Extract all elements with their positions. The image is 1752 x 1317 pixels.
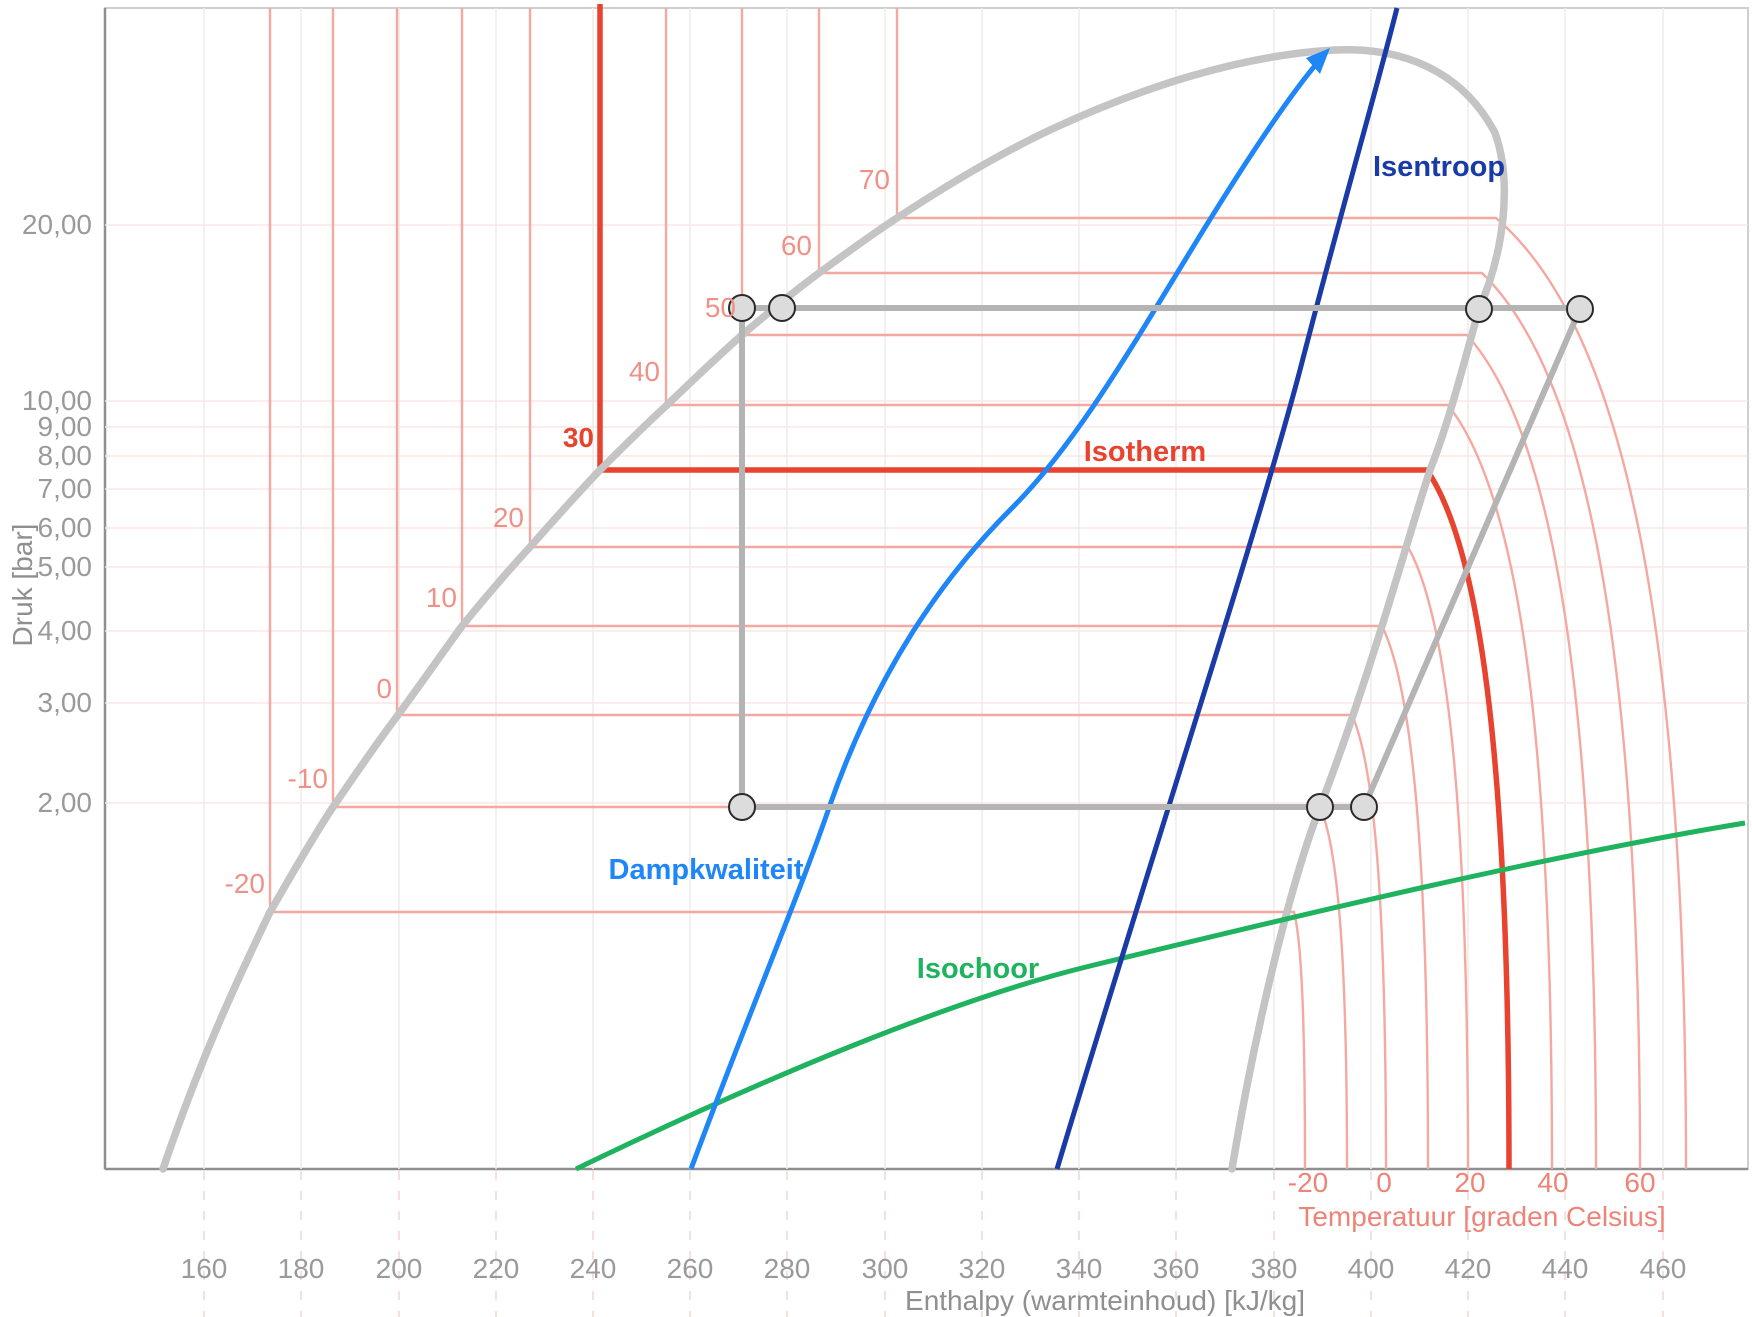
x-tick: 220 (473, 1253, 520, 1284)
isentroop-label: Isentroop (1373, 151, 1505, 183)
isotherm-label-30: 30 (563, 422, 594, 453)
temp-tick: 40 (1537, 1167, 1568, 1198)
cycle-point[interactable] (768, 294, 796, 322)
y-tick: 9,00 (38, 411, 93, 442)
cycle-point[interactable] (1306, 793, 1334, 821)
x-tick: 440 (1542, 1253, 1589, 1284)
x-tick: 400 (1348, 1253, 1395, 1284)
cycle-point[interactable] (1566, 295, 1594, 323)
isentroop-curve[interactable] (1054, 7, 1400, 1170)
x-tick: 380 (1251, 1253, 1298, 1284)
y-axis-title: Druk [bar] (7, 524, 38, 647)
isotherm-label-50: 50 (705, 292, 736, 323)
temperature-axis-ticks: -20 0 20 40 60 (1288, 1167, 1656, 1198)
cycle-lines (739, 305, 1583, 810)
isotherm-label-0: 0 (376, 673, 392, 704)
isotherm-temp-labels: -20 -10 0 10 20 30 40 50 60 70 (225, 164, 890, 899)
x-tick: 460 (1640, 1253, 1687, 1284)
plot-border (103, 7, 1749, 1171)
grid-vertical (203, 8, 1664, 1169)
cycle-point[interactable] (1465, 295, 1493, 323)
cycle-point[interactable] (728, 294, 756, 322)
grid-vertical-below-axis (203, 1171, 1664, 1317)
temp-tick: 0 (1376, 1167, 1392, 1198)
isochoor-curve[interactable] (574, 820, 1746, 1172)
isotherm-label-20: 20 (493, 502, 524, 533)
y-tick: 5,00 (38, 551, 93, 582)
isotherm-10-line (460, 8, 1430, 1170)
dampkwaliteit-curve[interactable] (688, 48, 1330, 1170)
isotherm-label-60: 60 (781, 230, 812, 261)
y-tick: 20,00 (22, 209, 92, 240)
x-tick: 180 (278, 1253, 325, 1284)
x-tick: 200 (376, 1253, 423, 1284)
temp-tick: 20 (1454, 1167, 1485, 1198)
isotherm-label: Isotherm (1084, 436, 1206, 468)
y-tick: 3,00 (38, 687, 93, 718)
x-tick: 280 (764, 1253, 811, 1284)
isotherm-40-line (664, 8, 1554, 1170)
temp-tick: 60 (1624, 1167, 1655, 1198)
cycle[interactable] (728, 294, 1594, 821)
isotherm-70-line (895, 8, 1688, 1170)
isotherm-30-bold-line[interactable] (597, 4, 1512, 1170)
temp-tick: -20 (1288, 1167, 1328, 1198)
isotherm-label-40: 40 (629, 356, 660, 387)
x-tick: 240 (570, 1253, 617, 1284)
y-tick: 8,00 (38, 440, 93, 471)
dampkwaliteit-label: Dampkwaliteit (609, 854, 804, 886)
isotherm-label-minus10: -10 (288, 763, 328, 794)
x-tick: 160 (181, 1253, 228, 1284)
x-axis-ticks: 160 180 200 220 240 260 280 300 320 340 … (181, 1253, 1687, 1284)
saturation-dome[interactable] (159, 46, 1509, 1173)
x-tick: 360 (1153, 1253, 1200, 1284)
cycle-point[interactable] (1350, 793, 1378, 821)
isotherm-label-minus20: -20 (225, 868, 265, 899)
y-tick: 10,00 (22, 385, 92, 416)
isotherm-minus10-line (331, 8, 1349, 1170)
y-tick: 7,00 (38, 473, 93, 504)
x-tick: 300 (862, 1253, 909, 1284)
y-axis-ticks: 20,00 10,00 9,00 8,00 7,00 6,00 5,00 4,0… (22, 209, 92, 818)
x-tick: 320 (959, 1253, 1006, 1284)
isotherm-label-10: 10 (426, 582, 457, 613)
isotherm-0-line (395, 8, 1388, 1170)
isotherm-20-line (528, 8, 1470, 1170)
cycle-point[interactable] (728, 793, 756, 821)
isochoor-label: Isochoor (917, 953, 1039, 985)
y-tick: 2,00 (38, 787, 93, 818)
x-tick: 420 (1445, 1253, 1492, 1284)
grid-horizontal (105, 224, 1748, 804)
x-axis-title: Enthalpy (warmteinhoud) [kJ/kg] (905, 1285, 1305, 1316)
y-tick: 6,00 (38, 512, 93, 543)
y-tick: 4,00 (38, 615, 93, 646)
isotherm-label-70: 70 (859, 164, 890, 195)
arrow-icon (1306, 48, 1330, 74)
isotherm-50-line (740, 8, 1598, 1170)
temperature-axis-title: Temperatuur [graden Celsius] (1298, 1201, 1665, 1232)
x-tick: 340 (1056, 1253, 1103, 1284)
x-tick: 260 (667, 1253, 714, 1284)
